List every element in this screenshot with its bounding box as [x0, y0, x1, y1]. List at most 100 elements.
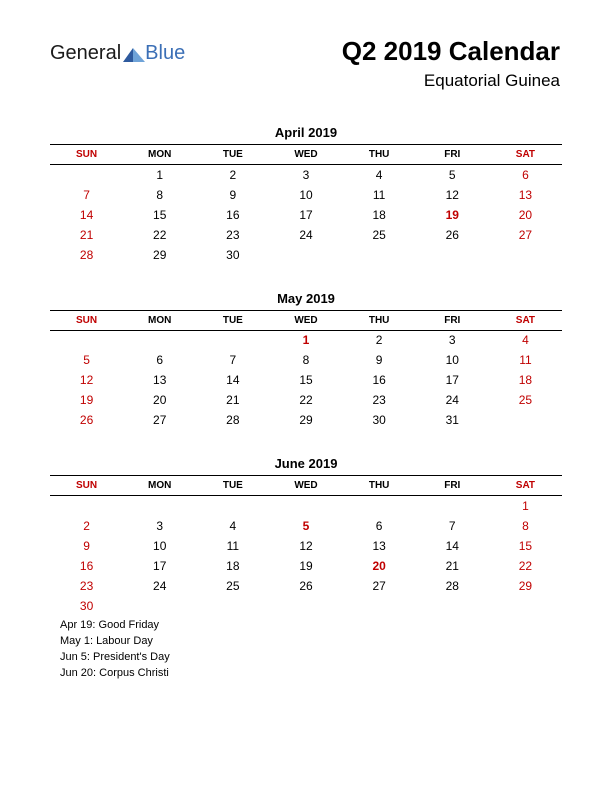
day-cell: 2 [50, 516, 123, 536]
month-block: May 2019SUNMONTUEWEDTHUFRISAT12345678910… [50, 291, 562, 431]
day-cell: 9 [196, 185, 269, 205]
holiday-note-line: Apr 19: Good Friday [60, 618, 170, 634]
calendar-table: SUNMONTUEWEDTHUFRISAT1234567891011121314… [50, 144, 562, 265]
day-cell-empty [50, 165, 123, 185]
day-cell: 14 [50, 205, 123, 225]
logo-text-blue: Blue [145, 42, 185, 65]
day-cell: 18 [196, 556, 269, 576]
day-header: SUN [50, 310, 123, 330]
day-cell: 9 [343, 350, 416, 370]
day-header: THU [343, 476, 416, 496]
day-cell-empty [489, 245, 562, 265]
day-header: MON [123, 310, 196, 330]
day-cell: 25 [489, 390, 562, 410]
day-cell: 15 [123, 205, 196, 225]
day-cell: 21 [416, 556, 489, 576]
day-cell-empty [123, 496, 196, 516]
day-header: SAT [489, 476, 562, 496]
logo-text-general: General [50, 42, 121, 65]
day-cell: 2 [196, 165, 269, 185]
day-cell: 16 [343, 370, 416, 390]
page-subtitle: Equatorial Guinea [342, 71, 560, 91]
day-cell: 19 [269, 556, 342, 576]
month-block: April 2019SUNMONTUEWEDTHUFRISAT123456789… [50, 125, 562, 265]
day-cell: 7 [416, 516, 489, 536]
day-cell-empty [489, 596, 562, 616]
day-header: FRI [416, 476, 489, 496]
day-header: TUE [196, 145, 269, 165]
day-cell: 5 [416, 165, 489, 185]
day-cell: 17 [416, 370, 489, 390]
day-header: SAT [489, 145, 562, 165]
day-cell: 24 [416, 390, 489, 410]
day-cell-empty [123, 330, 196, 350]
day-header: FRI [416, 310, 489, 330]
page-header: Q2 2019 Calendar Equatorial Guinea [342, 36, 560, 91]
day-cell: 23 [196, 225, 269, 245]
day-cell: 6 [123, 350, 196, 370]
day-header: SUN [50, 476, 123, 496]
day-cell: 15 [269, 370, 342, 390]
day-cell: 18 [489, 370, 562, 390]
day-cell: 10 [123, 536, 196, 556]
day-cell: 12 [50, 370, 123, 390]
day-cell: 3 [416, 330, 489, 350]
day-header: SUN [50, 145, 123, 165]
day-cell: 9 [50, 536, 123, 556]
day-cell-empty [343, 245, 416, 265]
day-cell: 7 [50, 185, 123, 205]
month-block: June 2019SUNMONTUEWEDTHUFRISAT1234567891… [50, 456, 562, 616]
day-cell: 29 [123, 245, 196, 265]
day-cell: 18 [343, 205, 416, 225]
day-cell: 27 [343, 576, 416, 596]
day-cell: 11 [343, 185, 416, 205]
day-cell: 22 [269, 390, 342, 410]
day-cell-empty [196, 496, 269, 516]
day-cell: 10 [416, 350, 489, 370]
day-cell: 28 [196, 410, 269, 430]
day-cell: 21 [196, 390, 269, 410]
day-cell: 12 [416, 185, 489, 205]
day-cell: 1 [123, 165, 196, 185]
holiday-notes: Apr 19: Good FridayMay 1: Labour DayJun … [60, 618, 170, 682]
calendar-table: SUNMONTUEWEDTHUFRISAT1234567891011121314… [50, 475, 562, 616]
day-cell: 17 [269, 205, 342, 225]
day-cell: 7 [196, 350, 269, 370]
calendar-table: SUNMONTUEWEDTHUFRISAT1234567891011121314… [50, 310, 562, 431]
day-cell: 13 [343, 536, 416, 556]
day-cell: 28 [50, 245, 123, 265]
day-cell: 4 [343, 165, 416, 185]
day-header: FRI [416, 145, 489, 165]
day-cell: 24 [123, 576, 196, 596]
day-header: WED [269, 476, 342, 496]
day-cell-empty [269, 596, 342, 616]
day-cell: 28 [416, 576, 489, 596]
day-cell: 27 [489, 225, 562, 245]
day-header: TUE [196, 476, 269, 496]
day-cell: 15 [489, 536, 562, 556]
day-cell: 6 [489, 165, 562, 185]
day-cell: 8 [269, 350, 342, 370]
day-cell-empty [416, 496, 489, 516]
day-cell: 8 [123, 185, 196, 205]
day-cell: 30 [196, 245, 269, 265]
day-cell: 13 [489, 185, 562, 205]
month-title: April 2019 [50, 125, 562, 140]
day-header: THU [343, 145, 416, 165]
day-cell: 14 [196, 370, 269, 390]
month-title: June 2019 [50, 456, 562, 471]
month-title: May 2019 [50, 291, 562, 306]
day-cell-empty [416, 245, 489, 265]
day-cell: 2 [343, 330, 416, 350]
day-cell-empty [123, 596, 196, 616]
day-cell: 17 [123, 556, 196, 576]
day-cell-empty [269, 245, 342, 265]
day-cell-empty [489, 410, 562, 430]
day-cell: 4 [196, 516, 269, 536]
day-header: THU [343, 310, 416, 330]
holiday-note-line: May 1: Labour Day [60, 634, 170, 650]
day-cell: 8 [489, 516, 562, 536]
day-cell-empty [196, 330, 269, 350]
day-header: MON [123, 476, 196, 496]
day-cell: 1 [489, 496, 562, 516]
